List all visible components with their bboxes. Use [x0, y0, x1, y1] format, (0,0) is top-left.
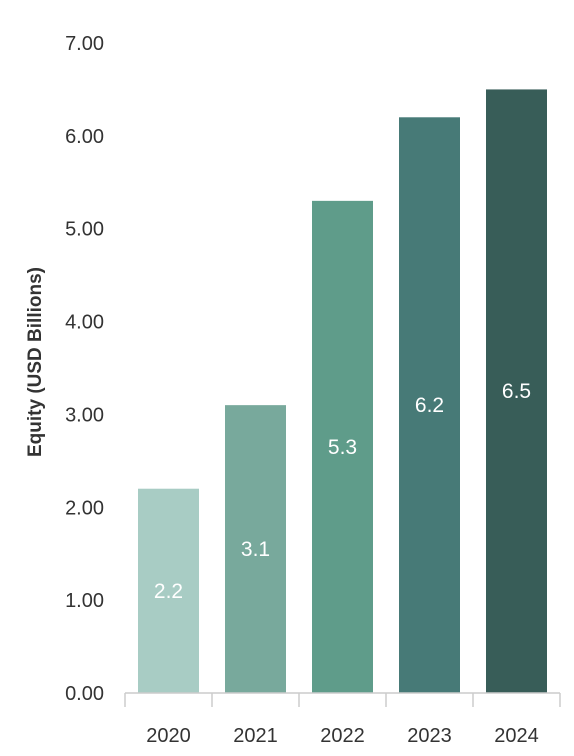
data-label-2022: 5.3	[328, 436, 357, 459]
bar-2020	[138, 488, 199, 693]
data-label-2024: 6.5	[502, 380, 531, 403]
x-tick-label: 2021	[233, 725, 278, 747]
y-tick-label: 0.00	[65, 683, 104, 705]
bar-2022	[312, 200, 373, 693]
y-tick-label: 1.00	[65, 590, 104, 612]
y-tick-label: 5.00	[65, 219, 104, 241]
y-tick-label: 6.00	[65, 126, 104, 148]
y-tick-label: 7.00	[65, 33, 104, 55]
data-label-2020: 2.2	[154, 580, 183, 603]
y-axis-title-group: Equity (USD Billions)	[25, 267, 46, 457]
x-tick-label: 2022	[320, 725, 365, 747]
bar-2021	[225, 405, 286, 693]
x-tick-label: 2023	[407, 725, 452, 747]
bar-2024	[486, 89, 547, 693]
y-axis-ticks: 0.00 1.00 2.00 3.00 4.00 5.00 6.00 7.00	[65, 33, 104, 705]
bars	[138, 89, 547, 694]
x-tick-label: 2020	[146, 725, 191, 747]
x-tick-label: 2024	[494, 725, 539, 747]
data-label-2023: 6.2	[415, 394, 444, 417]
x-axis	[124, 692, 561, 707]
y-axis-title: Equity (USD Billions)	[25, 267, 46, 457]
y-tick-label: 2.00	[65, 497, 104, 519]
y-tick-label: 4.00	[65, 312, 104, 334]
data-labels: 2.2 3.1 5.3 6.2 6.5	[154, 380, 531, 603]
x-axis-ticks: 2020 2021 2022 2023 2024	[146, 725, 539, 747]
bar-2023	[399, 117, 460, 694]
y-tick-label: 3.00	[65, 404, 104, 426]
data-label-2021: 3.1	[241, 538, 270, 561]
